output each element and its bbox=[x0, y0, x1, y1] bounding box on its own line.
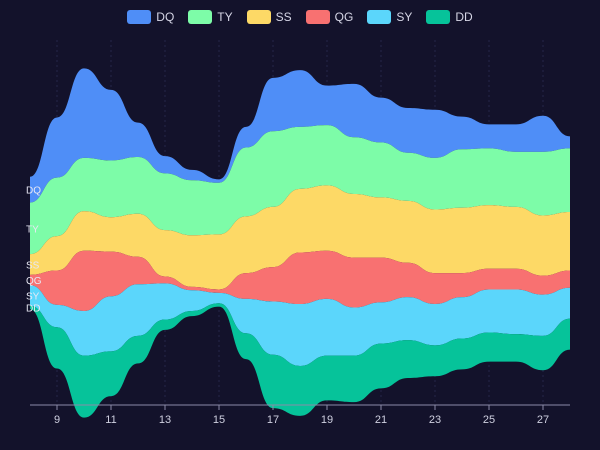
x-tick-label: 11 bbox=[105, 414, 116, 426]
legend-swatch bbox=[305, 10, 330, 24]
x-tick-label: 23 bbox=[429, 414, 441, 426]
x-tick-label: 19 bbox=[321, 414, 333, 426]
legend-label: TY bbox=[217, 10, 233, 24]
legend-label: DD bbox=[455, 10, 473, 24]
series-label-dd: DD bbox=[26, 304, 40, 315]
legend-swatch bbox=[426, 10, 451, 24]
x-tick-label: 25 bbox=[483, 414, 495, 426]
legend-label: SS bbox=[275, 10, 292, 24]
stream-qg[interactable] bbox=[30, 250, 570, 311]
legend-swatch bbox=[188, 10, 213, 24]
x-tick-label: 13 bbox=[159, 414, 171, 426]
x-tick-label: 21 bbox=[375, 414, 387, 426]
legend: DQ TY SS QG SY DD bbox=[0, 10, 600, 24]
stream-ss[interactable] bbox=[30, 185, 570, 290]
x-tick-label: 15 bbox=[213, 414, 225, 426]
legend-item-sy[interactable]: SY bbox=[367, 10, 412, 24]
stream-ty[interactable] bbox=[30, 125, 570, 255]
legend-item-qg[interactable]: QG bbox=[305, 10, 354, 24]
x-tick-label: 27 bbox=[537, 414, 549, 426]
stream-dd[interactable] bbox=[30, 303, 570, 418]
legend-swatch bbox=[127, 10, 152, 24]
legend-item-dd[interactable]: DD bbox=[426, 10, 473, 24]
x-tick-label: 17 bbox=[267, 414, 279, 426]
legend-item-ty[interactable]: TY bbox=[188, 10, 233, 24]
series-label-ty: TY bbox=[26, 224, 39, 235]
stream-dq[interactable] bbox=[30, 68, 570, 203]
legend-swatch bbox=[246, 10, 271, 24]
legend-item-ss[interactable]: SS bbox=[246, 10, 292, 24]
series-label-qg: QG bbox=[26, 276, 42, 287]
x-tick-label: 9 bbox=[54, 414, 60, 426]
series-label-sy: SY bbox=[26, 291, 40, 302]
legend-label: DQ bbox=[156, 10, 175, 24]
stream-sy[interactable] bbox=[30, 283, 570, 366]
legend-label: QG bbox=[334, 10, 354, 24]
legend-item-dq[interactable]: DQ bbox=[127, 10, 174, 24]
series-label-dq: DQ bbox=[26, 186, 41, 197]
legend-swatch bbox=[367, 10, 392, 24]
series-label-ss: SS bbox=[26, 261, 40, 272]
legend-label: SY bbox=[396, 10, 413, 24]
